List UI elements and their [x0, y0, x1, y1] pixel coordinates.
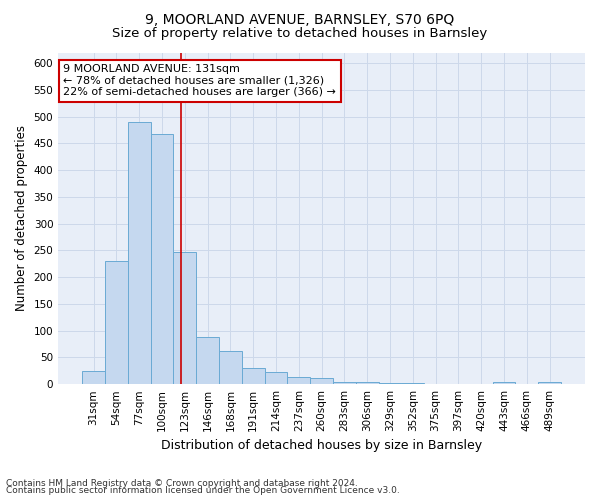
- Bar: [105, 261, 128, 384]
- Bar: [333, 382, 356, 384]
- Text: Contains HM Land Registry data © Crown copyright and database right 2024.: Contains HM Land Registry data © Crown c…: [6, 478, 358, 488]
- Y-axis label: Number of detached properties: Number of detached properties: [15, 126, 28, 312]
- X-axis label: Distribution of detached houses by size in Barnsley: Distribution of detached houses by size …: [161, 440, 482, 452]
- Bar: [356, 382, 379, 384]
- Bar: [538, 382, 561, 384]
- Bar: [219, 351, 242, 384]
- Bar: [173, 252, 196, 384]
- Bar: [151, 134, 173, 384]
- Text: 9 MOORLAND AVENUE: 131sqm
← 78% of detached houses are smaller (1,326)
22% of se: 9 MOORLAND AVENUE: 131sqm ← 78% of detac…: [64, 64, 337, 98]
- Bar: [287, 377, 310, 384]
- Text: 9, MOORLAND AVENUE, BARNSLEY, S70 6PQ: 9, MOORLAND AVENUE, BARNSLEY, S70 6PQ: [145, 12, 455, 26]
- Bar: [265, 372, 287, 384]
- Bar: [379, 382, 401, 384]
- Bar: [493, 382, 515, 384]
- Bar: [242, 368, 265, 384]
- Text: Size of property relative to detached houses in Barnsley: Size of property relative to detached ho…: [112, 28, 488, 40]
- Bar: [82, 371, 105, 384]
- Bar: [196, 337, 219, 384]
- Text: Contains public sector information licensed under the Open Government Licence v3: Contains public sector information licen…: [6, 486, 400, 495]
- Bar: [401, 383, 424, 384]
- Bar: [128, 122, 151, 384]
- Bar: [310, 378, 333, 384]
